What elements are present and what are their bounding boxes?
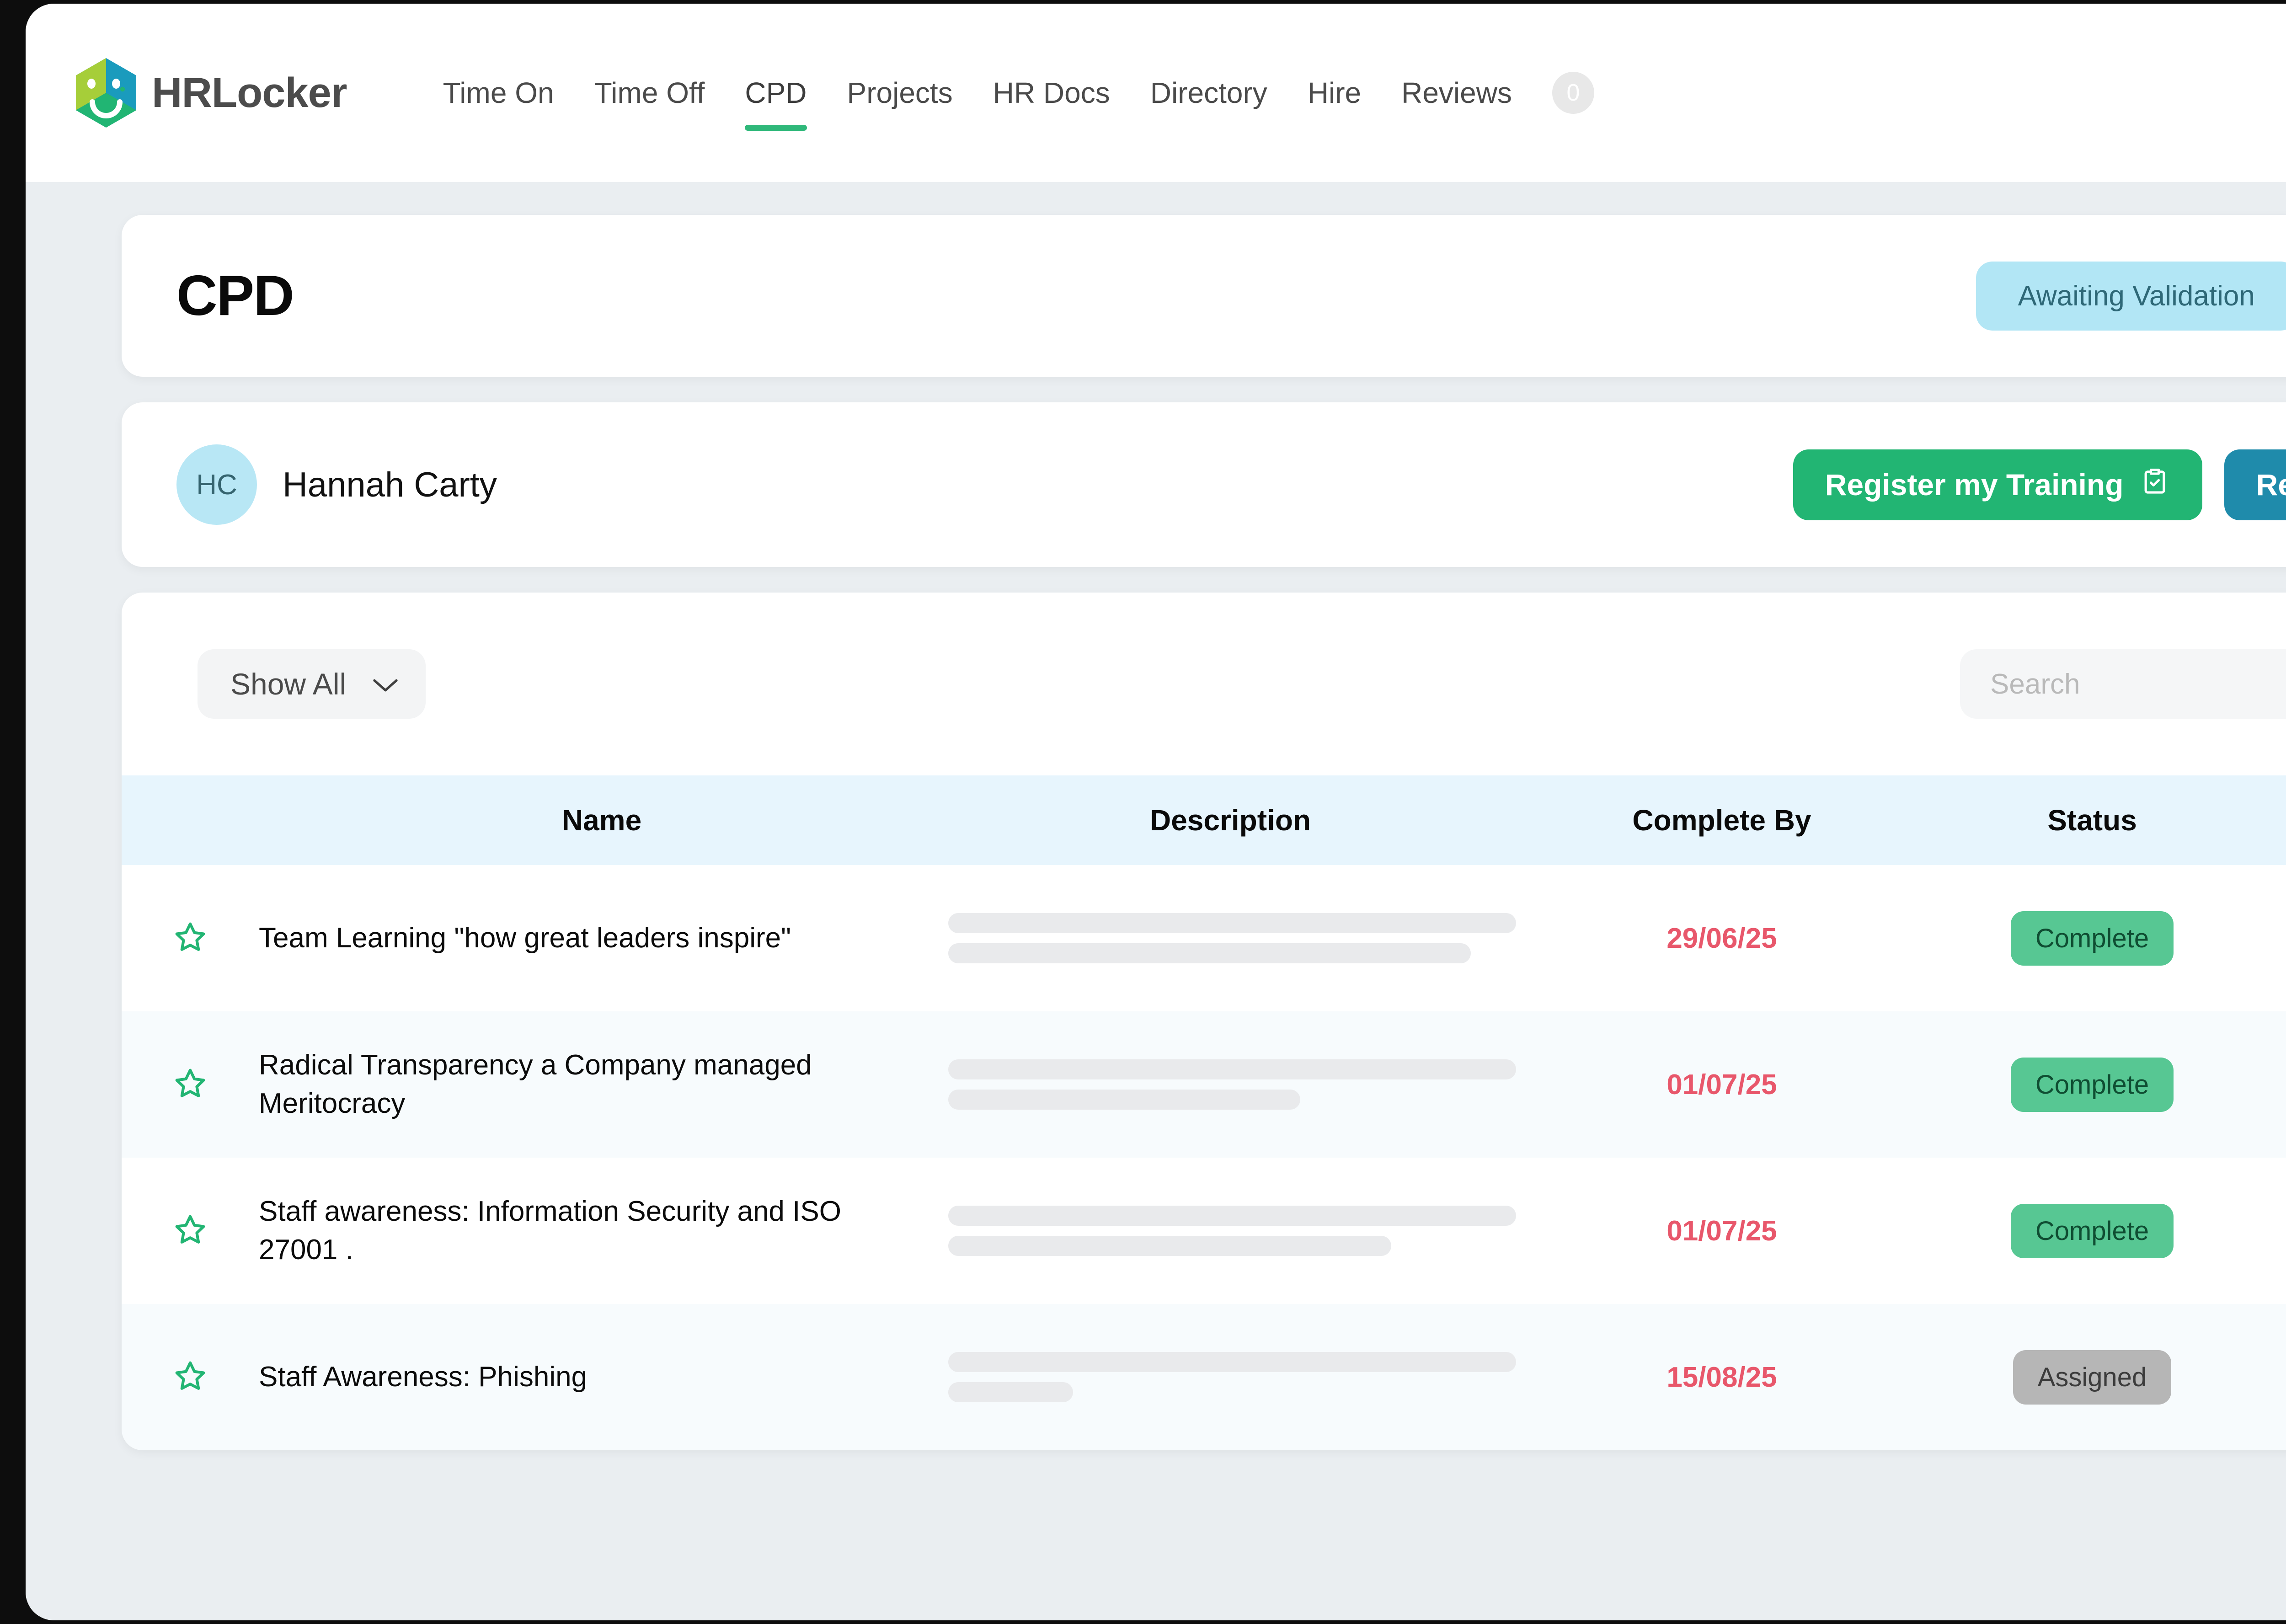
favorite-cell[interactable]	[122, 1304, 259, 1450]
cpd-table: Name Description Complete By Status Expi…	[122, 775, 2286, 1450]
status-badge: Complete	[2010, 1203, 2174, 1258]
search-input[interactable]	[1990, 668, 2286, 700]
show-all-filter-select[interactable]: Show All	[198, 649, 426, 719]
status-badge: Complete	[2010, 1057, 2174, 1112]
description-placeholder-bar	[948, 1352, 1516, 1372]
nav-item-hr-docs[interactable]: HR Docs	[993, 76, 1110, 109]
description-placeholder-bar	[948, 1090, 1301, 1110]
search-box[interactable]	[1960, 649, 2286, 719]
header-actions: Awaiting Validation Manage CPD	[1976, 261, 2286, 331]
complete-by-cell: 29/06/25	[1666, 922, 1777, 954]
expiry-cell: 15/09/25	[2257, 1304, 2286, 1450]
register-my-training-label: Register my Training	[1825, 468, 2124, 502]
column-header-status: Status	[1928, 775, 2257, 865]
table-header-row: Name Description Complete By Status Expi…	[122, 775, 2286, 865]
description-placeholder-bar	[948, 1382, 1074, 1402]
table-row[interactable]: Staff Awareness: Phishing 15/08/25 Assigne…	[122, 1304, 2286, 1450]
description-placeholder-bar	[948, 1236, 1391, 1256]
column-header-description: Description	[945, 775, 1516, 865]
brand-name: HRLocker	[152, 69, 347, 116]
description-placeholder-bar	[948, 1206, 1516, 1226]
star-outline-icon[interactable]	[173, 1068, 207, 1102]
brand-logo[interactable]: HRLocker	[76, 58, 347, 128]
clipboard-check-icon	[2139, 466, 2170, 504]
description-cell	[945, 1011, 1516, 1158]
description-placeholder-bar	[948, 913, 1516, 933]
complete-by-cell: 01/07/25	[1666, 1068, 1777, 1100]
show-all-filter-value: Show All	[230, 667, 347, 701]
user-profile-card: HC Hannah Carty Register my Training Req…	[122, 402, 2286, 567]
favorite-cell[interactable]	[122, 1158, 259, 1304]
column-header-complete-by: Complete By	[1516, 775, 1928, 865]
expiry-cell: 29/07/25	[2257, 865, 2286, 1011]
description-cell	[945, 865, 1516, 1011]
training-name-cell: Staff Awareness: Phishing	[259, 1361, 588, 1393]
column-header-name: Name	[259, 775, 945, 865]
training-name-cell: Radical Transparency a Company managed M…	[259, 1049, 812, 1119]
expiry-cell: 01/08/25	[2257, 1158, 2286, 1304]
active-tab-indicator	[745, 125, 807, 131]
nav-item-hire[interactable]: Hire	[1307, 76, 1362, 109]
page-body: CPD Awaiting Validation Manage CPD HC Ha…	[26, 182, 2286, 1620]
complete-by-cell: 15/08/25	[1666, 1361, 1777, 1393]
description-placeholder-bar	[948, 943, 1471, 963]
column-header-expiry: Expiry	[2257, 775, 2286, 865]
status-badge: Complete	[2010, 911, 2174, 966]
request-training-button[interactable]: Request Training	[2224, 449, 2286, 520]
status-cell: Complete	[1928, 865, 2257, 1011]
favorite-cell[interactable]	[122, 1011, 259, 1158]
status-cell: Assigned	[1928, 1304, 2257, 1450]
star-outline-icon[interactable]	[173, 922, 207, 956]
register-my-training-button[interactable]: Register my Training	[1793, 449, 2202, 520]
complete-by-cell: 01/07/25	[1666, 1215, 1777, 1247]
chevron-down-icon	[371, 667, 400, 701]
status-cell: Complete	[1928, 1011, 2257, 1158]
nav-item-time-on[interactable]: Time On	[443, 76, 554, 109]
table-row[interactable]: Staff awareness: Information Security an…	[122, 1158, 2286, 1304]
nav-item-reviews[interactable]: Reviews	[1401, 76, 1512, 109]
table-toolbar: Show All	[122, 593, 2286, 775]
cpd-header-card: CPD Awaiting Validation Manage CPD	[122, 215, 2286, 377]
status-badge: Assigned	[2013, 1350, 2172, 1405]
request-training-label: Request Training	[2256, 468, 2286, 502]
table-body: Team Learning "how great leaders inspire…	[122, 865, 2286, 1450]
app-window: HRLocker Time On Time Off CPD Projects H…	[26, 4, 2286, 1620]
description-cell	[945, 1158, 1516, 1304]
reviews-count-badge: 0	[1552, 72, 1594, 114]
nav-item-directory[interactable]: Directory	[1150, 76, 1267, 109]
training-name-cell: Team Learning "how great leaders inspire…	[259, 922, 791, 954]
cpd-table-card: Show All Name Descri	[122, 593, 2286, 1450]
hrlocker-face-logo-icon	[76, 58, 136, 128]
nav-item-projects[interactable]: Projects	[847, 76, 953, 109]
star-outline-icon[interactable]	[173, 1215, 207, 1249]
profile-actions: Register my Training Request Training	[1793, 449, 2286, 520]
awaiting-validation-button[interactable]: Awaiting Validation	[1976, 261, 2286, 331]
nav-item-cpd-label: CPD	[745, 76, 807, 109]
column-header-star	[122, 775, 259, 865]
status-cell: Complete	[1928, 1158, 2257, 1304]
page-title: CPD	[176, 264, 294, 327]
top-navigation-bar: HRLocker Time On Time Off CPD Projects H…	[26, 4, 2286, 182]
nav-item-time-off[interactable]: Time Off	[594, 76, 705, 109]
nav-item-cpd[interactable]: CPD	[725, 76, 827, 131]
star-outline-icon[interactable]	[173, 1361, 207, 1395]
description-cell	[945, 1304, 1516, 1450]
training-name-cell: Staff awareness: Information Security an…	[259, 1196, 841, 1266]
profile-name: Hannah Carty	[283, 465, 497, 504]
table-row[interactable]: Radical Transparency a Company managed M…	[122, 1011, 2286, 1158]
favorite-cell[interactable]	[122, 865, 259, 1011]
avatar: HC	[176, 444, 257, 525]
table-header: Name Description Complete By Status Expi…	[122, 775, 2286, 865]
nav-links: Time On Time Off CPD Projects HR Docs Di…	[423, 72, 1594, 131]
expiry-cell: 01/08/25	[2257, 1011, 2286, 1158]
table-row[interactable]: Team Learning "how great leaders inspire…	[122, 865, 2286, 1011]
description-placeholder-bar	[948, 1059, 1516, 1079]
